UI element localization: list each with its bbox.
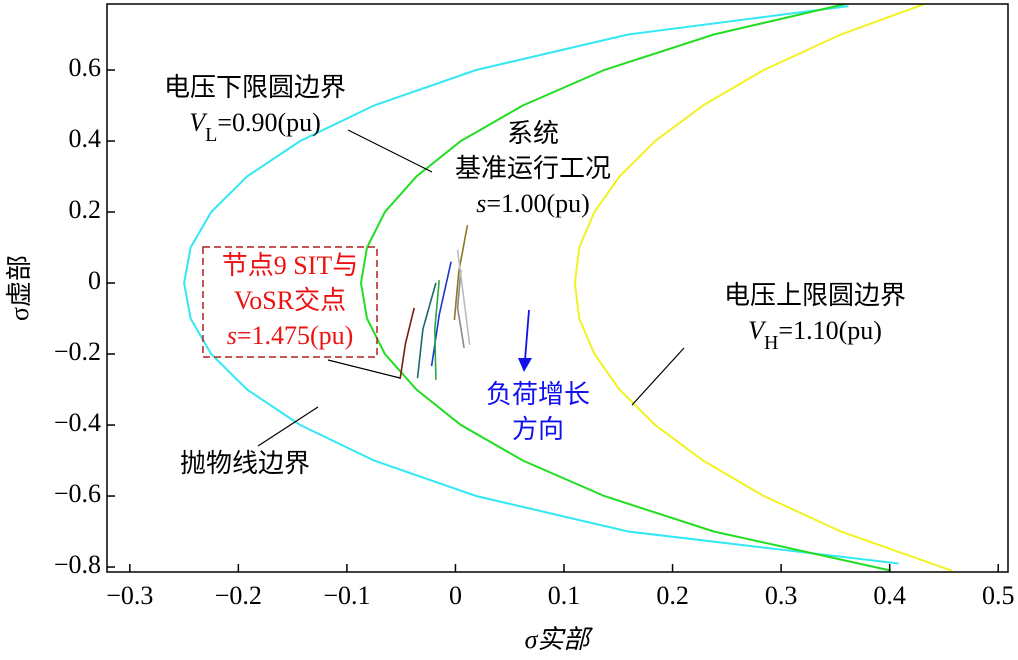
x-tick-label: 0.2 [656,581,689,610]
x-tick-label: 0.3 [765,581,798,610]
x-tick-label: −0.3 [106,581,153,610]
annotation-text: VL=0.90(pu) [189,108,321,146]
curve [453,225,469,321]
annotation-text: 基准运行工况 [455,154,611,183]
x-tick-label: 0.5 [982,581,1015,610]
curve [456,249,471,345]
annotation-piece: VoSR交点 [234,286,346,315]
curve [359,4,892,572]
annotation-piece: 方向 [512,415,564,444]
annotation-piece: 节点9 SIT与 [222,251,359,280]
y-tick-label: −0.4 [54,408,101,437]
annotation-piece: V [748,316,767,345]
arrow-head [518,358,532,372]
annotation-piece: 电压上限圆边界 [724,281,906,310]
leader-line [347,129,433,173]
annotation-piece: =1.10(pu) [778,316,881,345]
annotation-piece: 基准运行工况 [455,154,611,183]
x-tick-label: 0.4 [873,581,906,610]
curve [456,269,465,349]
x-tick-label: −0.2 [215,581,262,610]
y-tick-label: 0 [88,266,101,295]
y-axis-label: σ虚部 [5,255,34,321]
leader-line [257,406,319,447]
x-axis-label: σ实部 [525,625,594,654]
annotation-piece: H [764,332,778,354]
annotation-piece: =0.90(pu) [217,108,320,137]
x-tick-label: 0.1 [548,581,581,610]
annotation-piece: 电压下限圆边界 [164,73,346,102]
y-tick-label: 0.6 [69,53,102,82]
curve [416,282,437,379]
curve [430,261,452,367]
annotation-piece: V [189,108,208,137]
annotation-text: 方向 [512,415,564,444]
annotation-text: 电压下限圆边界 [164,73,346,102]
annotation-text: 电压上限圆边界 [724,281,906,310]
y-tick-label: 0.2 [69,195,102,224]
highlight-box [202,246,378,358]
curve [433,280,440,380]
y-tick-label: 0.4 [69,124,102,153]
plot-frame [106,3,1009,573]
annotation-piece: 系统 [507,119,559,148]
curve [573,4,952,572]
annotation-piece: L [205,124,217,146]
annotation-text: 节点9 SIT与 [222,251,359,280]
annotation-text: s=1.00(pu) [476,189,590,218]
y-tick-label: −0.2 [54,337,101,366]
annotation-piece: 负荷增长 [486,380,590,409]
annotation-text: VoSR交点 [234,286,346,315]
annotation-text: 系统 [507,119,559,148]
annotation-piece: =1.00(pu) [486,189,589,218]
x-tick-label: −0.1 [323,581,370,610]
annotation-text: s=1.475(pu) [227,321,354,350]
y-tick-label: −0.8 [54,550,101,579]
annotation-text: VH=1.10(pu) [748,316,882,354]
x-tick-label: 0 [449,581,462,610]
leader-line [631,347,685,406]
annotation-piece: =1.475(pu) [237,321,353,350]
curve [183,5,899,565]
y-tick-label: −0.6 [54,479,101,508]
leader-lines [257,129,685,447]
annotation-text: 抛物线边界 [180,449,310,478]
curve [399,307,415,380]
annotation-piece: 抛物线边界 [180,449,310,478]
annotation-piece: s [476,189,486,218]
leader-line [327,359,401,379]
annotation-text: 负荷增长 [486,380,590,409]
direction-arrow [524,309,530,361]
plot-area [183,4,952,572]
annotation-piece: s [227,321,237,350]
